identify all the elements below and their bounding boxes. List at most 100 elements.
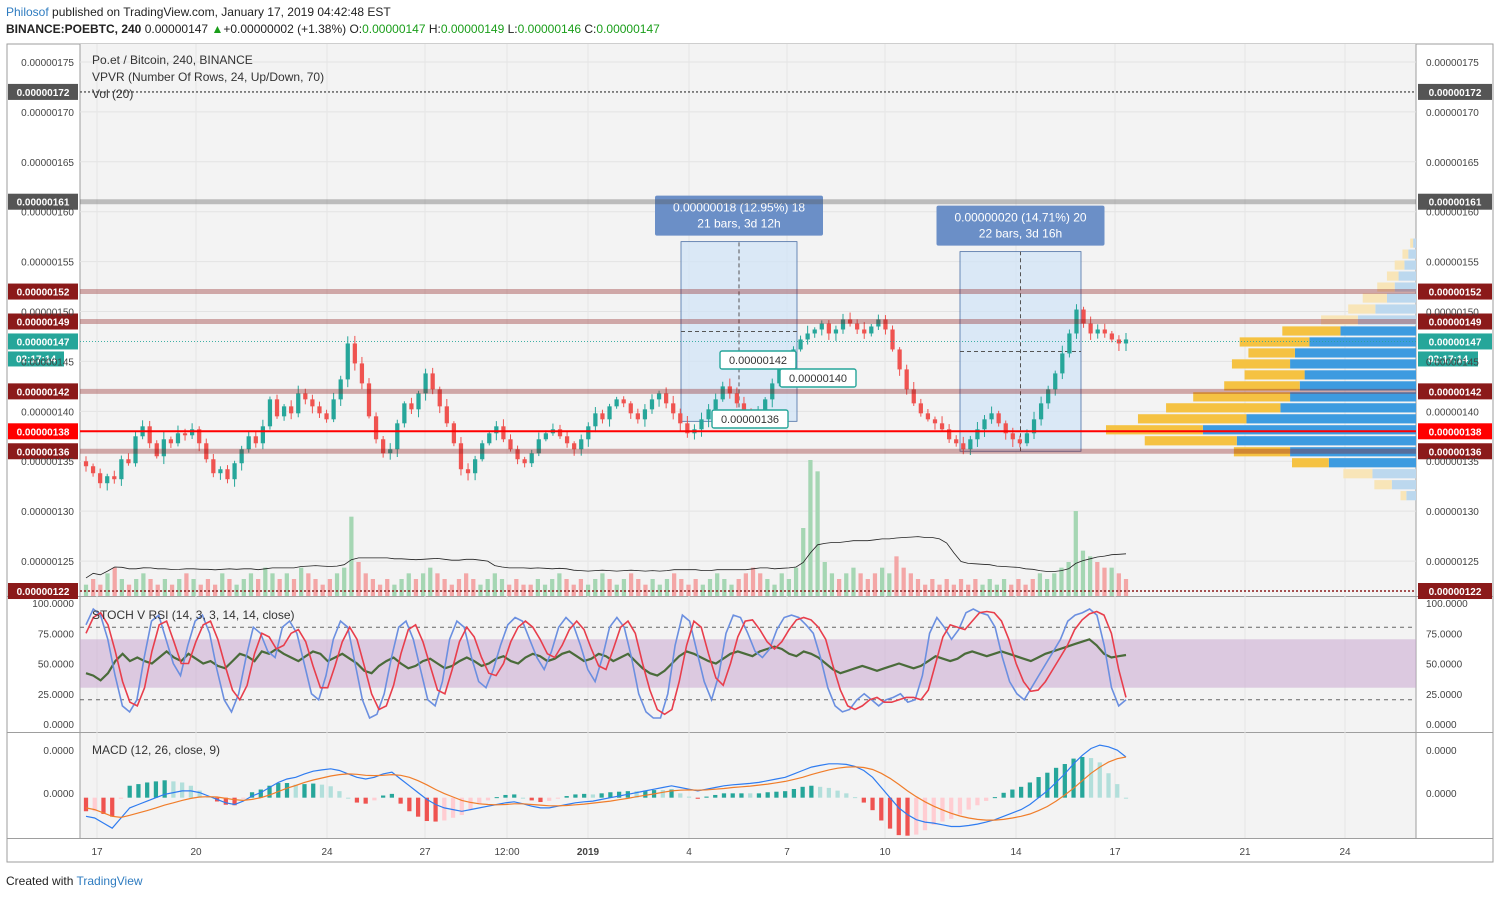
macd-histogram-bar [887, 797, 893, 829]
volume-bar [557, 573, 562, 596]
vpvr-down-bar [1321, 315, 1358, 325]
candle-body [741, 403, 747, 414]
level-label-right-box [1418, 423, 1492, 440]
author-link[interactable]: Philosof [6, 5, 49, 19]
candle-body [402, 403, 407, 424]
macd-histogram-bar [450, 797, 456, 818]
vpvr-down-bar [1410, 238, 1414, 248]
volume-bar [471, 579, 476, 596]
macd-histogram-bar [258, 789, 263, 798]
macd-histogram-bar [328, 786, 333, 798]
macd-histogram-bar [1080, 756, 1085, 798]
level-label-left-box [8, 583, 78, 600]
volume-bar [858, 573, 863, 596]
countdown-label: 02:17:14 [16, 354, 56, 365]
candle-body [996, 413, 1001, 424]
volume-bar [306, 573, 311, 596]
volume-bar [420, 573, 426, 596]
macd-histogram-bar [241, 797, 246, 799]
candle-body [1053, 373, 1058, 390]
candle-body [494, 426, 499, 434]
macd-histogram-bar [599, 793, 604, 798]
low-value: 0.00000146 [517, 22, 582, 36]
volume-bar [628, 573, 634, 596]
macd-pane[interactable] [80, 733, 1416, 838]
open-label: O: [349, 22, 363, 36]
symbol-label: BINANCE:POEBTC, 240 [6, 22, 142, 36]
level-label-left-box [8, 443, 78, 460]
macd-histogram-bar [931, 797, 936, 825]
macd-histogram-bar [914, 797, 919, 835]
candle-body [522, 459, 527, 464]
candle-body [317, 406, 322, 414]
macd-histogram-bar [494, 797, 499, 799]
stoch-y-tick-left: 75.0000 [38, 629, 75, 640]
vpvr-down-bar [1137, 414, 1247, 424]
macd-histogram-bar [512, 794, 517, 798]
candle-body [1010, 433, 1015, 440]
candle-body [225, 469, 230, 480]
candle-body [112, 476, 117, 480]
candle-body [1074, 309, 1079, 334]
macd-histogram-bar [1106, 773, 1111, 798]
macd-histogram-bar [765, 792, 770, 798]
volume-bar [1073, 511, 1078, 596]
volume-bar [887, 573, 892, 596]
vpvr-down-bar [1233, 447, 1291, 457]
candle-body [621, 399, 626, 404]
volume-bar [650, 579, 655, 596]
macd-histogram-bar [1019, 786, 1024, 798]
volume-bar [535, 579, 540, 596]
macd-histogram-bar [276, 783, 281, 798]
macd-histogram-bar [861, 797, 866, 803]
macd-histogram-bar [660, 790, 665, 798]
level-label-right-box [1418, 443, 1492, 460]
high-value: 0.00000149 [440, 22, 505, 36]
candle-body [572, 443, 577, 450]
measure-label-line1: 0.00000020 (14.71%) 20 [954, 211, 1086, 225]
candle-body [366, 383, 372, 417]
macd-histogram-bar [118, 797, 124, 799]
vpvr-up-bar [1357, 315, 1416, 325]
stoch-band [80, 639, 1416, 688]
candle-body [388, 449, 393, 454]
candle-body [812, 329, 817, 334]
candle-body [536, 439, 541, 454]
volume-bar [413, 579, 419, 596]
volume-bar [442, 579, 447, 596]
macd-histogram-bar [1062, 764, 1067, 798]
macd-histogram-bar [547, 797, 552, 801]
volume-bar [148, 579, 153, 596]
macd-histogram-bar [922, 797, 928, 831]
level-label-left-box [8, 283, 78, 300]
macd-y-tick-right: 0.0000 [1426, 746, 1457, 757]
macd-histogram-bar [730, 793, 735, 798]
volume-bar [758, 573, 763, 596]
candle-body [274, 399, 280, 417]
tradingview-logo-link[interactable]: TradingView [76, 874, 143, 888]
candle-body [246, 436, 251, 450]
macd-histogram-bar [407, 797, 412, 812]
macd-histogram-bar [643, 790, 648, 798]
volume-bar [765, 579, 770, 596]
stoch-k-line [85, 607, 1127, 720]
macd-histogram-bar [1010, 789, 1015, 798]
high-label: H: [428, 22, 441, 36]
volume-bar [750, 567, 756, 596]
candle-body [805, 333, 810, 340]
candle-body [1109, 333, 1114, 340]
volume-bar [851, 567, 856, 596]
volume-bar [815, 471, 820, 596]
macd-histogram-bar [966, 797, 971, 810]
candle-body [890, 329, 895, 350]
volume-bar [320, 584, 325, 596]
volume-bar [392, 584, 397, 596]
level-label-right: 0.00000142 [1429, 387, 1482, 398]
volume-bar [1080, 550, 1086, 596]
volume-bar [679, 579, 684, 596]
candle-body [253, 436, 258, 444]
candle-body [968, 439, 973, 450]
volume-bar [1116, 573, 1121, 596]
volume-bar [865, 579, 870, 596]
